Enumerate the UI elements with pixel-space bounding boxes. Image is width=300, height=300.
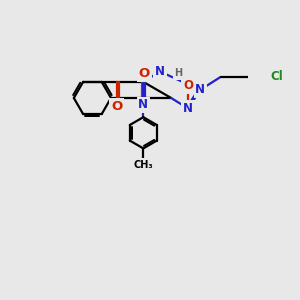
- Text: N: N: [183, 102, 193, 115]
- Text: N: N: [138, 98, 148, 111]
- Text: O: O: [111, 100, 122, 112]
- Text: CH₃: CH₃: [134, 160, 153, 170]
- Text: O: O: [139, 67, 150, 80]
- Text: Cl: Cl: [271, 70, 284, 83]
- Text: H: H: [175, 68, 183, 79]
- Text: N: N: [195, 83, 205, 96]
- Text: O: O: [183, 79, 193, 92]
- Text: N: N: [155, 65, 165, 78]
